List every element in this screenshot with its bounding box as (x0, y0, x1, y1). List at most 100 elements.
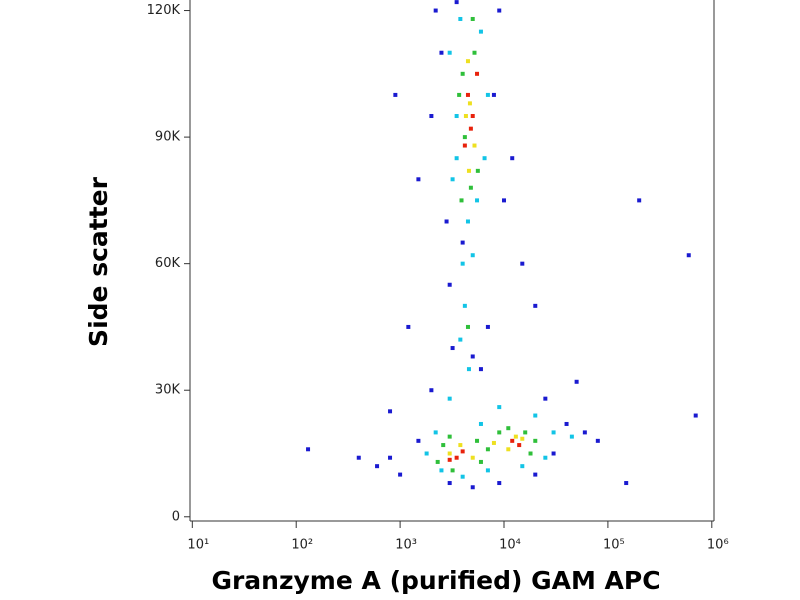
data-point (458, 16, 463, 21)
data-point (475, 198, 480, 203)
y-tick-label: 0 (172, 509, 180, 524)
data-point (375, 464, 380, 469)
data-point (398, 472, 403, 477)
data-point (454, 0, 459, 5)
x-tick-label: 10⁶ (707, 538, 729, 553)
data-point (467, 101, 472, 106)
data-point (551, 451, 556, 456)
data-point (463, 114, 468, 119)
data-point (470, 16, 475, 21)
data-point (465, 59, 470, 64)
data-point (533, 438, 538, 443)
x-tick-label: 10³ (395, 538, 417, 553)
data-point (429, 388, 434, 393)
data-point (460, 449, 465, 454)
data-point (441, 443, 446, 448)
data-point (510, 438, 515, 443)
data-point (520, 464, 525, 469)
data-point (433, 430, 438, 435)
data-point (454, 156, 459, 161)
data-point (447, 282, 452, 287)
data-point (470, 485, 475, 490)
data-point (470, 354, 475, 359)
data-point (465, 324, 470, 329)
data-point (533, 413, 538, 418)
data-point (460, 240, 465, 245)
data-point (450, 346, 455, 351)
x-tick-label: 10¹ (187, 538, 209, 553)
data-point (458, 443, 463, 448)
data-point (582, 430, 587, 435)
data-point (460, 71, 465, 76)
data-point (429, 114, 434, 119)
x-tick-label: 10⁵ (603, 538, 625, 553)
data-point (465, 92, 470, 97)
data-point (478, 459, 483, 464)
data-point (424, 451, 429, 456)
data-point (462, 143, 467, 148)
data-point (439, 50, 444, 55)
data-point (686, 253, 691, 258)
data-point (459, 198, 464, 203)
data-point (475, 168, 480, 173)
data-point (523, 430, 528, 435)
data-point (485, 92, 490, 97)
data-point (497, 405, 502, 410)
data-point (457, 92, 462, 97)
data-point (416, 177, 421, 182)
data-point (435, 459, 440, 464)
data-point (460, 474, 465, 479)
data-point (497, 8, 502, 13)
data-point (462, 303, 467, 308)
data-point (482, 156, 487, 161)
data-point (393, 92, 398, 97)
data-point (447, 396, 452, 401)
data-point (454, 114, 459, 119)
data-point (458, 337, 463, 342)
data-point (478, 421, 483, 426)
data-point (485, 324, 490, 329)
data-point (416, 438, 421, 443)
data-point (693, 413, 698, 418)
data-point (543, 396, 548, 401)
data-point (520, 436, 525, 441)
data-point (470, 114, 475, 119)
data-point (460, 261, 465, 266)
data-point (475, 71, 480, 76)
data-point (466, 168, 471, 173)
data-point (564, 421, 569, 426)
data-point (450, 468, 455, 473)
x-tick-label: 10⁴ (499, 538, 521, 553)
data-point (447, 50, 452, 55)
data-point (637, 198, 642, 203)
data-point (447, 481, 452, 486)
x-tick-label: 10² (291, 538, 313, 553)
data-point (491, 92, 496, 97)
data-point (472, 50, 477, 55)
data-point (506, 426, 511, 431)
data-point (491, 440, 496, 445)
data-point (551, 430, 556, 435)
data-point (450, 177, 455, 182)
data-point (439, 468, 444, 473)
data-point (506, 447, 511, 452)
data-point (470, 253, 475, 258)
data-point (388, 409, 393, 414)
y-tick-label: 60K (155, 256, 181, 271)
data-point (485, 468, 490, 473)
data-point (388, 455, 393, 460)
data-point (444, 219, 449, 224)
data-point (520, 261, 525, 266)
data-point (543, 455, 548, 460)
data-point (466, 367, 471, 372)
data-point (517, 443, 522, 448)
data-point (595, 438, 600, 443)
data-point (406, 324, 411, 329)
data-point (454, 455, 459, 460)
data-point (497, 481, 502, 486)
data-point (569, 434, 574, 439)
data-point (462, 135, 467, 140)
data-point (306, 447, 311, 452)
